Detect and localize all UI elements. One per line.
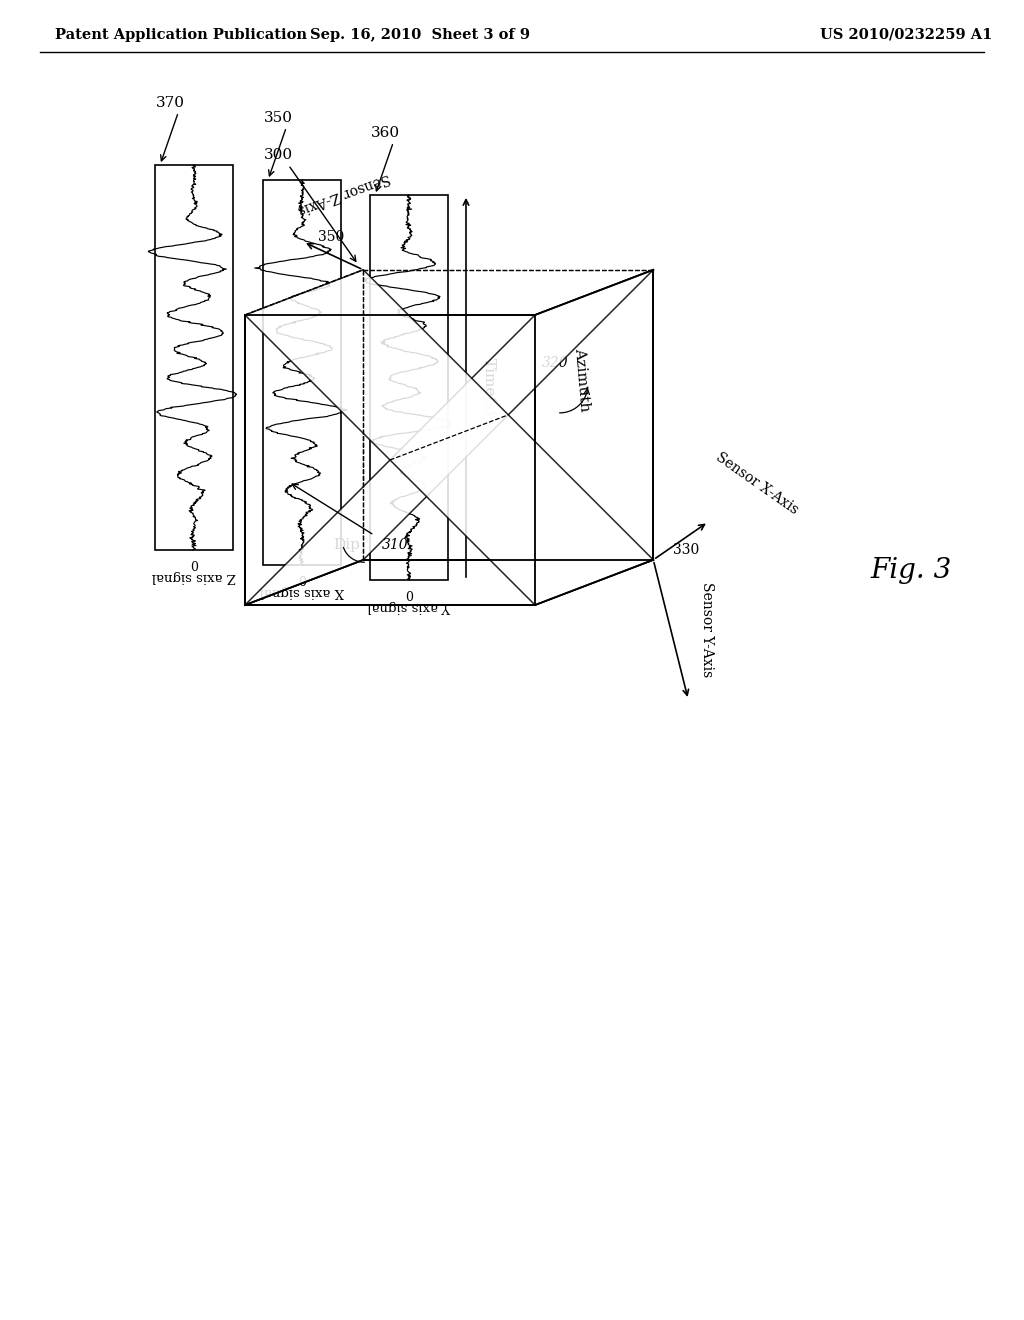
Text: 300: 300 — [264, 148, 293, 162]
Text: Sensor Z-Axis: Sensor Z-Axis — [295, 170, 391, 216]
Text: 0: 0 — [190, 556, 198, 569]
Text: 370: 370 — [156, 96, 185, 110]
Text: 330: 330 — [674, 543, 699, 557]
Text: Y axis signal: Y axis signal — [368, 601, 451, 612]
Text: 350: 350 — [264, 111, 293, 125]
Bar — [155, 165, 233, 550]
Text: 0: 0 — [406, 586, 413, 599]
Text: 360: 360 — [371, 125, 400, 140]
Text: Sensor Y-Axis: Sensor Y-Axis — [700, 582, 715, 677]
Text: Sep. 16, 2010  Sheet 3 of 9: Sep. 16, 2010 Sheet 3 of 9 — [310, 28, 530, 42]
Text: Patent Application Publication: Patent Application Publication — [55, 28, 307, 42]
Text: 0: 0 — [298, 572, 306, 583]
Text: Fig. 3: Fig. 3 — [870, 557, 951, 583]
Bar — [370, 195, 449, 579]
Text: 350: 350 — [318, 230, 344, 244]
Text: US 2010/0232259 A1: US 2010/0232259 A1 — [820, 28, 992, 42]
Text: Sensor X-Axis: Sensor X-Axis — [714, 450, 801, 517]
Text: Dip: Dip — [333, 539, 359, 552]
Bar — [263, 180, 341, 565]
Text: 320: 320 — [542, 356, 568, 370]
Polygon shape — [245, 269, 653, 605]
Text: Z axis signal: Z axis signal — [152, 570, 237, 583]
Text: X axis signal: X axis signal — [260, 585, 344, 598]
Text: Time(s): Time(s) — [482, 359, 496, 417]
Text: 310: 310 — [382, 539, 409, 552]
Text: Azimuth: Azimuth — [571, 347, 591, 412]
Polygon shape — [245, 269, 653, 605]
